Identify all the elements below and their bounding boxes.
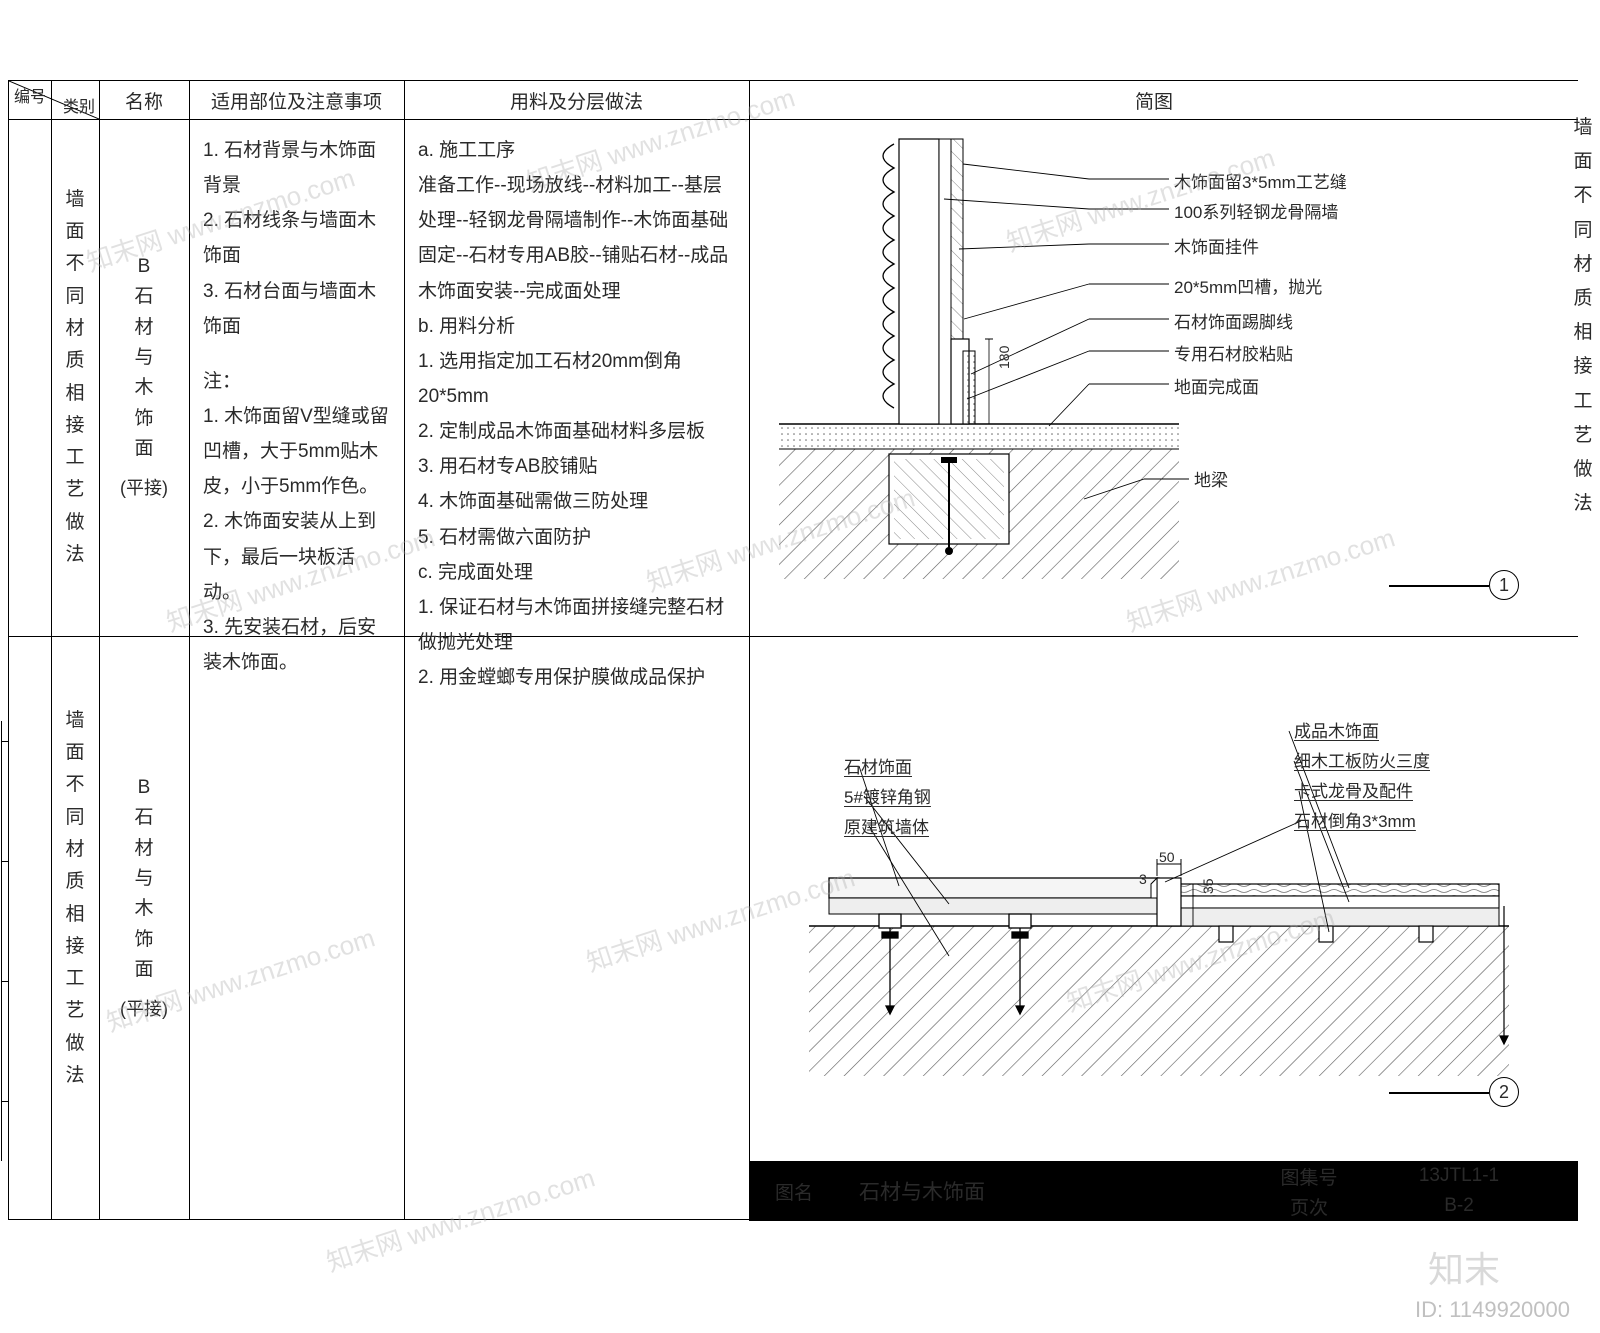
scope-item: 3. 石材台面与墙面木饰面 (203, 274, 392, 344)
row1-method: a. 施工工序 准备工作--现场放线--材料加工--基层处理--轻钢龙骨隔墙制作… (404, 119, 749, 636)
right-tab-title: 墙面不同材质相接工艺做法 (1570, 111, 1596, 521)
callout: 地梁 (1194, 467, 1228, 494)
tag-line (1389, 1092, 1489, 1094)
scope-note-label: 注： (203, 364, 392, 399)
footer-fig-name: 石材与木饰面 (839, 1161, 1259, 1221)
method-c-item: 2. 用金螳螂专用保护膜做成品保护 (418, 660, 737, 695)
footer-set-value: 13JTL1-1 (1359, 1161, 1559, 1191)
method-c-item: 1. 保证石材与木饰面拼接缝完整石材做抛光处理 (418, 590, 737, 660)
header-serial: 编号 (9, 81, 51, 119)
ruler-tick (1, 981, 9, 982)
header-scope: 适用部位及注意事项 (189, 81, 404, 119)
row1-scope: 1. 石材背景与木饰面背景 2. 石材线条与墙面木饰面 3. 石材台面与墙面木饰… (189, 119, 404, 636)
footer-page-label: 页次 (1259, 1191, 1359, 1221)
drawing-sheet: 编号 类别 名称 适用部位及注意事项 用料及分层做法 简图 墙面不同材质相接工艺… (8, 80, 1578, 1220)
row2-name: B石材与木饰面 (平接) (99, 636, 189, 1161)
method-b-item: 4. 木饰面基础需做三防处理 (418, 484, 737, 519)
row1-category: 墙面不同材质相接工艺做法 (51, 119, 99, 636)
method-b-item: 2. 定制成品木饰面基础材料多层板 (418, 414, 737, 449)
callout: 100系列轻钢龙骨隔墙 (1174, 199, 1338, 226)
callout: 卡式龙骨及配件 (1294, 778, 1413, 805)
method-c-label: c. 完成面处理 (418, 555, 737, 590)
diagram-2-svg (749, 636, 1559, 1161)
ruler-tick (1, 861, 9, 862)
dim-label: 180 (993, 346, 1015, 369)
header-diagram: 简图 (749, 81, 1559, 119)
footer-set-label: 图集号 (1259, 1161, 1359, 1191)
scope-note: 3. 先安装石材，后安装木饰面。 (203, 610, 392, 680)
detail-tag-2: 2 (1489, 1077, 1519, 1107)
callout: 地面完成面 (1174, 374, 1259, 401)
row2-category: 墙面不同材质相接工艺做法 (51, 636, 99, 1161)
row1-name: B石材与木饰面 (平接) (99, 119, 189, 636)
vtext: 墙 (65, 184, 84, 216)
callout: 原建筑墙体 (844, 814, 929, 841)
callout: 细木工板防火三度 (1294, 748, 1430, 775)
callout: 5#镀锌角钢 (844, 784, 931, 811)
scope-item: 2. 石材线条与墙面木饰面 (203, 203, 392, 273)
callout: 石材饰面 (844, 754, 912, 781)
method-b-label: b. 用料分析 (418, 309, 737, 344)
scope-note: 1. 木饰面留V型缝或留凹槽，大于5mm贴木皮，小于5mm作色。 (203, 399, 392, 504)
header-category: 类别 (51, 81, 99, 119)
footer-page-value: B-2 (1359, 1191, 1559, 1221)
footer-fig-label: 图名 (749, 1161, 839, 1221)
header-name: 名称 (99, 81, 189, 119)
ruler-tick (1, 741, 9, 742)
diagram-2: 石材饰面 5#镀锌角钢 原建筑墙体 成品木饰面 细木工板防火三度 卡式龙骨及配件… (749, 636, 1559, 1161)
callout: 石材饰面踢脚线 (1174, 309, 1293, 336)
diagram-1-svg (749, 119, 1559, 636)
method-b-item: 5. 石材需做六面防护 (418, 520, 737, 555)
watermark-id: ID: 1149920000 (1415, 1297, 1570, 1323)
callout: 20*5mm凹槽，抛光 (1174, 274, 1322, 301)
scope-item: 1. 石材背景与木饰面背景 (203, 133, 392, 203)
callout: 成品木饰面 (1294, 718, 1379, 745)
dim-label: 50 (1159, 846, 1175, 868)
row1-name-sub: (平接) (120, 474, 168, 503)
title-block: 图名 石材与木饰面 图集号 13JTL1-1 页次 B-2 (749, 1161, 1578, 1221)
watermark-brand: 知末 (1428, 1241, 1500, 1293)
scope-note: 2. 木饰面安装从上到下，最后一块板活动。 (203, 504, 392, 609)
callout: 石材倒角3*3mm (1294, 808, 1416, 835)
header-method: 用料及分层做法 (404, 81, 749, 119)
method-b-item: 3. 用石材专AB胶铺贴 (418, 449, 737, 484)
method-a-label: a. 施工工序 (418, 133, 737, 168)
detail-tag-1: 1 (1489, 570, 1519, 600)
dim-label: 3 (1139, 868, 1147, 890)
ruler-tick (1, 1101, 9, 1102)
callout: 专用石材胶粘贴 (1174, 341, 1293, 368)
callout: 木饰面留3*5mm工艺缝 (1174, 169, 1347, 196)
row2-name-sub: (平接) (120, 995, 168, 1024)
tag-line (1389, 585, 1489, 587)
callout: 木饰面挂件 (1174, 234, 1259, 261)
method-a: 准备工作--现场放线--材料加工--基层处理--轻钢龙骨隔墙制作--木饰面基础固… (418, 168, 737, 309)
left-ruler (1, 721, 2, 1161)
diagram-1: 木饰面留3*5mm工艺缝 100系列轻钢龙骨隔墙 木饰面挂件 20*5mm凹槽，… (749, 119, 1559, 636)
method-b-item: 1. 选用指定加工石材20mm倒角20*5mm (418, 344, 737, 414)
dim-label: 35 (1197, 878, 1219, 894)
